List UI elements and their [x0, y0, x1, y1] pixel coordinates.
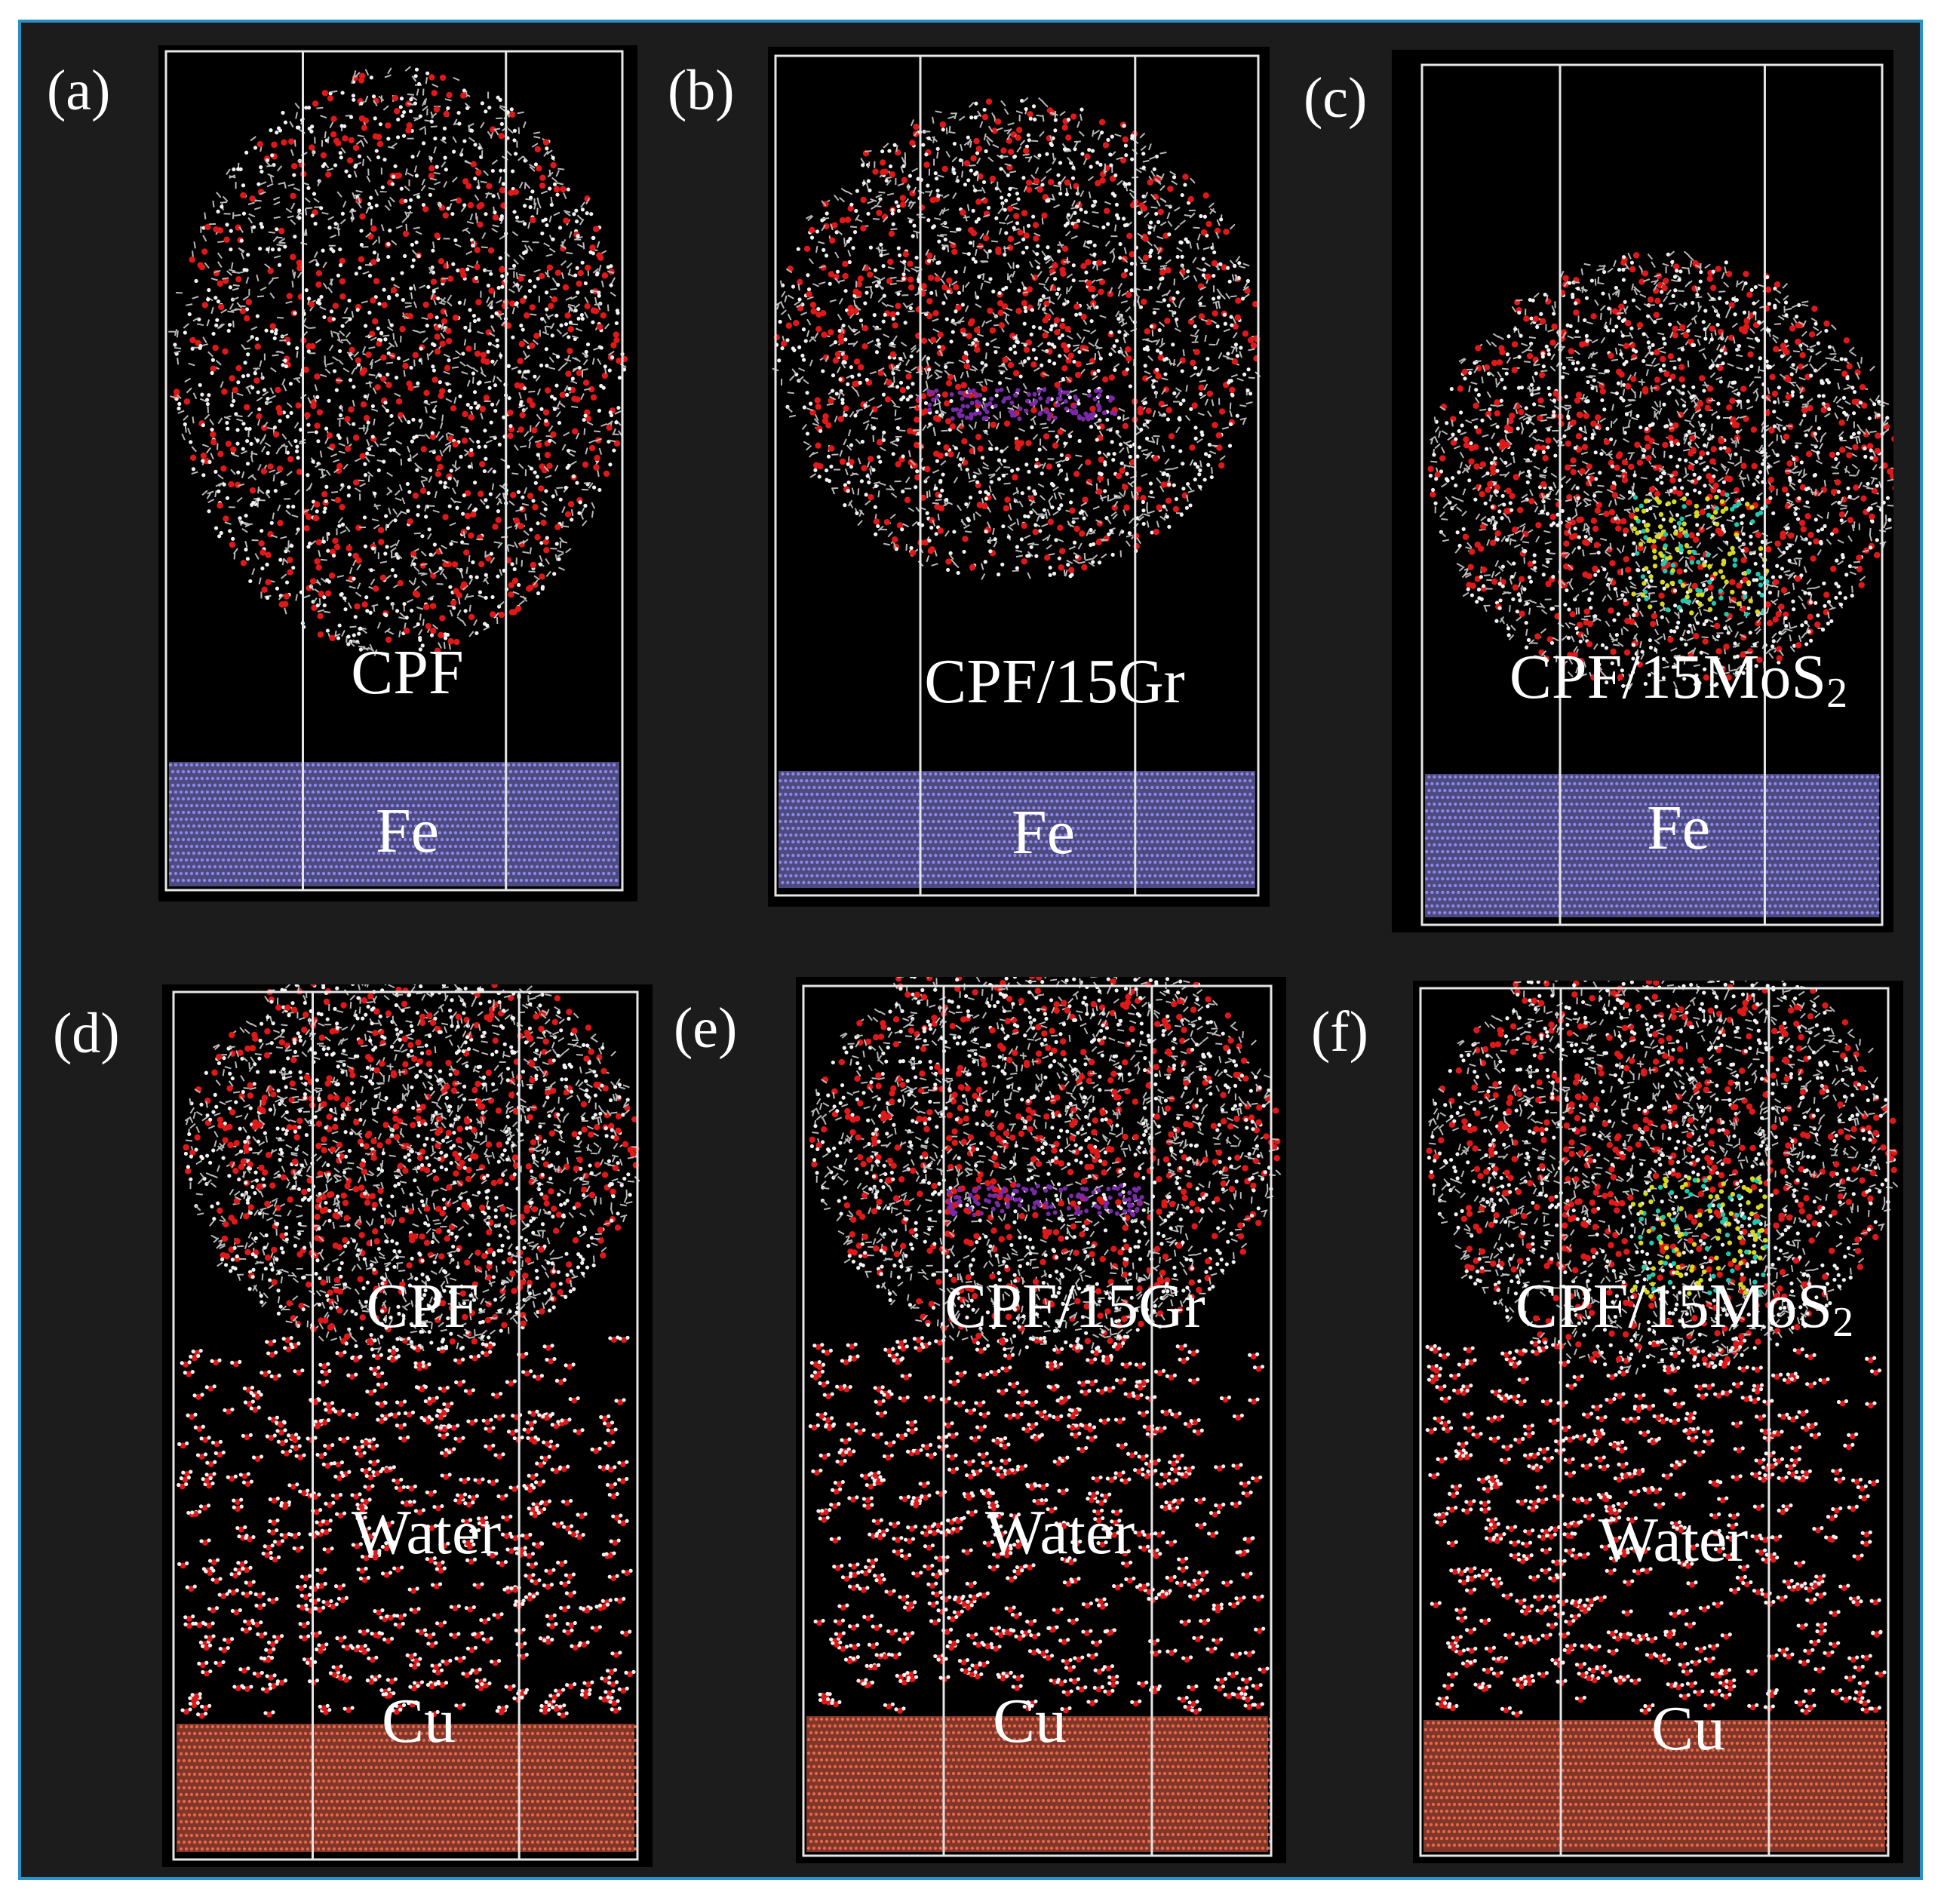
- substrate-label-d: Cu: [382, 1690, 456, 1753]
- simulation-render-d: [172, 984, 640, 1861]
- atoms-a: [168, 66, 628, 886]
- simulation-cell-e: [802, 984, 1273, 1857]
- substrate-lattice-b: [779, 771, 1255, 888]
- material-label-c: CPF/15MoS2: [1509, 646, 1847, 717]
- substrate-lattice-d: [177, 1724, 637, 1852]
- simulation-render-e: [802, 977, 1282, 1857]
- atoms-b: [772, 97, 1261, 888]
- panel-label-c: (c): [1304, 69, 1367, 127]
- material-label-c-base: CPF/15MoS: [1509, 642, 1826, 712]
- atoms-f: [1423, 981, 1899, 1852]
- panel-label-e: (e): [674, 1000, 737, 1057]
- substrate-label-f: Cu: [1651, 1697, 1725, 1761]
- substrate-label-e: Cu: [993, 1690, 1067, 1753]
- panel-d: CPF Water Cu: [162, 984, 653, 1867]
- material-label-e: CPF/15Gr: [944, 1275, 1205, 1338]
- simulation-render-b: [772, 54, 1261, 897]
- substrate-lattice-c: [1425, 774, 1880, 917]
- material-label-a: CPF: [351, 641, 463, 705]
- substrate-label-a: Fe: [376, 800, 439, 863]
- panel-f: CPF/15MoS2 Water Cu: [1413, 981, 1903, 1863]
- substrate-label-b: Fe: [1012, 801, 1075, 864]
- substrate-lattice-e: [806, 1716, 1273, 1852]
- mos2-flake-c: [1631, 492, 1770, 617]
- panel-label-d: (d): [53, 1005, 120, 1062]
- solvent-label-d: Water: [352, 1501, 501, 1565]
- simulation-render-f: [1419, 981, 1899, 1857]
- water-molecules-d: [177, 1335, 636, 1719]
- simulation-render-a: [164, 50, 628, 892]
- material-label-f: CPF/15MoS2: [1516, 1275, 1853, 1344]
- material-label-f-subscript: 2: [1832, 1299, 1853, 1346]
- mos2-flake-f: [1630, 1175, 1768, 1299]
- panel-c: CPF/15MoS2 Fe: [1392, 50, 1893, 932]
- simulation-cell-f: [1419, 987, 1890, 1857]
- material-label-d: CPF: [366, 1275, 478, 1338]
- polymer-cluster-e: [809, 977, 1282, 1356]
- substrate-lattice-a: [168, 762, 619, 886]
- simulation-cell-c: [1420, 63, 1884, 926]
- atoms-c: [1425, 250, 1893, 917]
- panel-b: CPF/15Gr Fe: [768, 47, 1270, 907]
- panel-e: CPF/15Gr Water Cu: [796, 977, 1286, 1863]
- polymer-cluster-b: [772, 97, 1261, 580]
- water-molecules-f: [1425, 1338, 1887, 1718]
- material-label-c-subscript: 2: [1826, 670, 1847, 717]
- simulation-cell-b: [774, 54, 1260, 897]
- polymer-cluster-c: [1427, 250, 1893, 689]
- simulation-render-c: [1420, 63, 1893, 926]
- solvent-label-e: Water: [985, 1501, 1135, 1565]
- panel-label-a: (a): [47, 62, 110, 119]
- simulation-cell-d: [172, 990, 639, 1861]
- material-label-b: CPF/15Gr: [924, 650, 1184, 714]
- atoms-d: [177, 984, 640, 1852]
- polymer-cluster-f: [1426, 981, 1899, 1375]
- polymer-cluster-a: [168, 66, 628, 656]
- substrate-lattice-f: [1423, 1720, 1890, 1852]
- material-label-f-base: CPF/15MoS: [1516, 1271, 1832, 1341]
- graphene-sheet-e: [946, 1183, 1144, 1218]
- panel-label-f: (f): [1311, 1003, 1368, 1061]
- panel-label-b: (b): [668, 62, 735, 119]
- panel-a: CPF Fe: [158, 45, 637, 901]
- solvent-label-f: Water: [1599, 1509, 1748, 1572]
- substrate-label-c: Fe: [1647, 797, 1710, 860]
- atoms-e: [806, 977, 1282, 1852]
- graphene-sheet-b: [917, 387, 1117, 422]
- simulation-cell-a: [164, 50, 624, 892]
- polymer-cluster-d: [183, 984, 640, 1353]
